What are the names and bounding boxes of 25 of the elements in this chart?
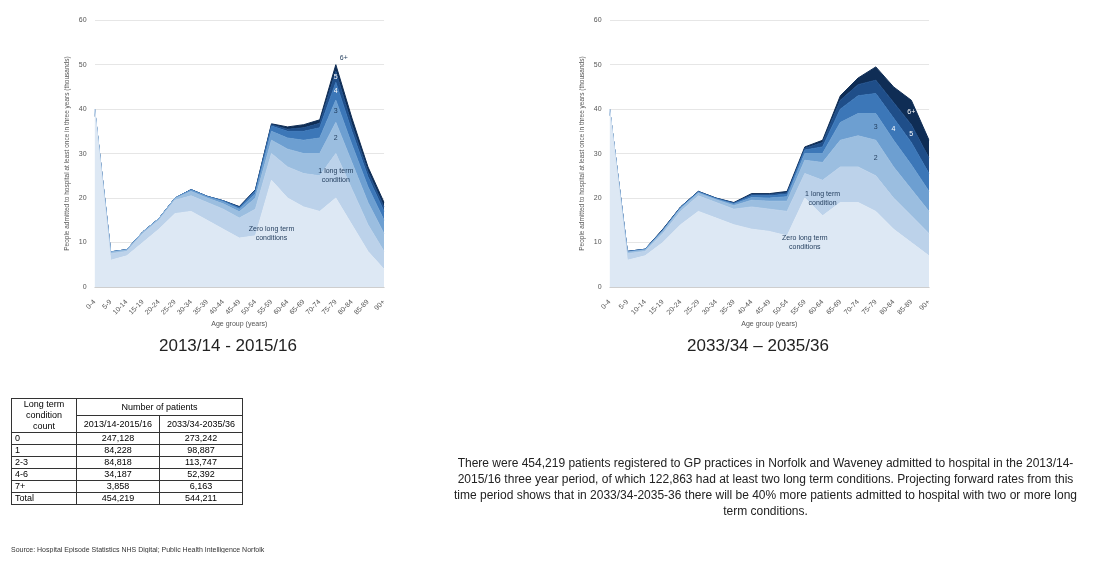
text: 2013/14 - 2015/16	[158, 336, 298, 356]
category-label: 7+	[11, 480, 77, 493]
text: 2033/34 – 2035/36	[686, 336, 830, 356]
data-label: 84,228	[76, 444, 160, 457]
text: Number of patients	[76, 398, 243, 416]
category-label: 1	[11, 444, 77, 457]
text: 2013/14-2015/16	[76, 415, 160, 433]
data-label: 247,128	[76, 432, 160, 445]
category-label: Total	[11, 492, 77, 505]
data-label: 6,163	[159, 480, 243, 493]
text: There were 454,219 patients registered to GP practices in Norfolk and Waveney admitted to hospital in the 2013/14-2015/16 three year period, of which 122,863 had at least two long term conditions. Projecting forward rates from this time period shows that in 2033/34-2035-36 there will be 40% more patients admitted to hospital with two or more long term conditions.	[453, 455, 1078, 519]
data-label: 98,887	[159, 444, 243, 457]
data-label: 454,219	[76, 492, 160, 505]
category-label: 4-6	[11, 468, 77, 481]
category-label: 2-3	[11, 456, 77, 469]
data-label: 544,211	[159, 492, 243, 505]
data-label: 3,858	[76, 480, 160, 493]
text: Long term condition count	[11, 398, 77, 433]
data-label: 52,392	[159, 468, 243, 481]
data-label: 84,818	[76, 456, 160, 469]
data-label: 113,747	[159, 456, 243, 469]
text: 2033/34-2035/36	[159, 415, 243, 433]
category-label: 0	[11, 432, 77, 445]
data-label: 273,242	[159, 432, 243, 445]
data-label: 34,187	[76, 468, 160, 481]
